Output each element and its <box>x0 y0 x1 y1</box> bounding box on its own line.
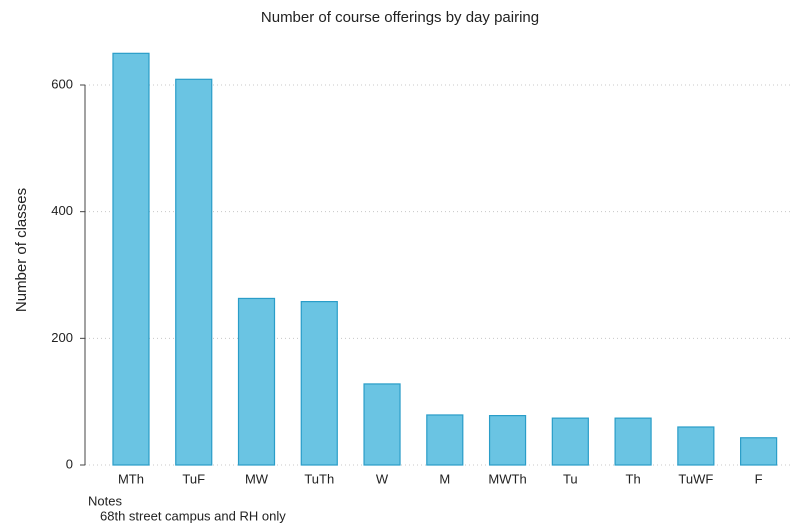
x-tick-label: M <box>439 471 450 486</box>
x-tick-label: TuWF <box>678 471 713 486</box>
bar <box>614 417 652 466</box>
x-tick-label: Tu <box>563 471 578 486</box>
x-tick-label: TuTh <box>304 471 334 486</box>
y-tick-label: 600 <box>51 76 73 91</box>
y-tick-label: 0 <box>66 456 73 471</box>
x-tick-label: TuF <box>182 471 205 486</box>
bar <box>551 417 589 466</box>
notes: 68th street campus and RH only <box>100 508 286 523</box>
bar <box>740 437 778 466</box>
x-tick-label: F <box>755 471 763 486</box>
bar <box>488 415 527 466</box>
x-tick-label: MWTh <box>488 471 526 486</box>
chart-title: Number of course offerings by day pairin… <box>261 9 539 26</box>
notes-title: Notes <box>88 493 122 508</box>
x-tick-label: Th <box>626 471 641 486</box>
bar <box>677 426 715 466</box>
bar <box>300 301 338 466</box>
bar <box>237 297 276 466</box>
y-tick-label: 400 <box>51 203 73 218</box>
x-tick-label: MTh <box>118 471 144 486</box>
y-axis-label: Number of classes <box>13 188 30 312</box>
y-tick-label: 200 <box>51 330 73 345</box>
bar <box>175 78 213 466</box>
bar <box>426 414 464 466</box>
x-tick-label: MW <box>245 471 269 486</box>
bar <box>112 52 150 466</box>
bar <box>363 383 401 466</box>
x-tick-label: W <box>376 471 389 486</box>
